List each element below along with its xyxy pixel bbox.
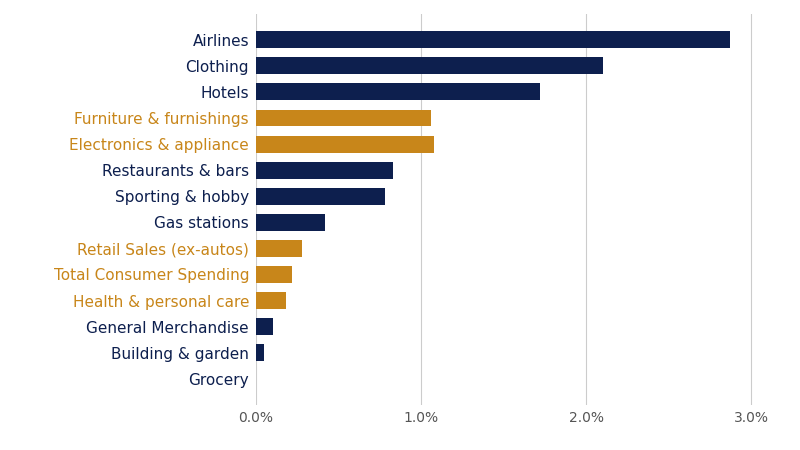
Bar: [256, 32, 730, 48]
Bar: [256, 135, 434, 153]
Bar: [256, 57, 602, 74]
Bar: [256, 109, 431, 126]
Bar: [256, 162, 393, 179]
Bar: [256, 266, 292, 283]
Bar: [256, 188, 385, 205]
Bar: [256, 83, 540, 100]
Bar: [256, 240, 302, 257]
Bar: [256, 214, 326, 231]
Bar: [256, 292, 286, 309]
Bar: [256, 344, 264, 361]
Bar: [256, 318, 273, 335]
